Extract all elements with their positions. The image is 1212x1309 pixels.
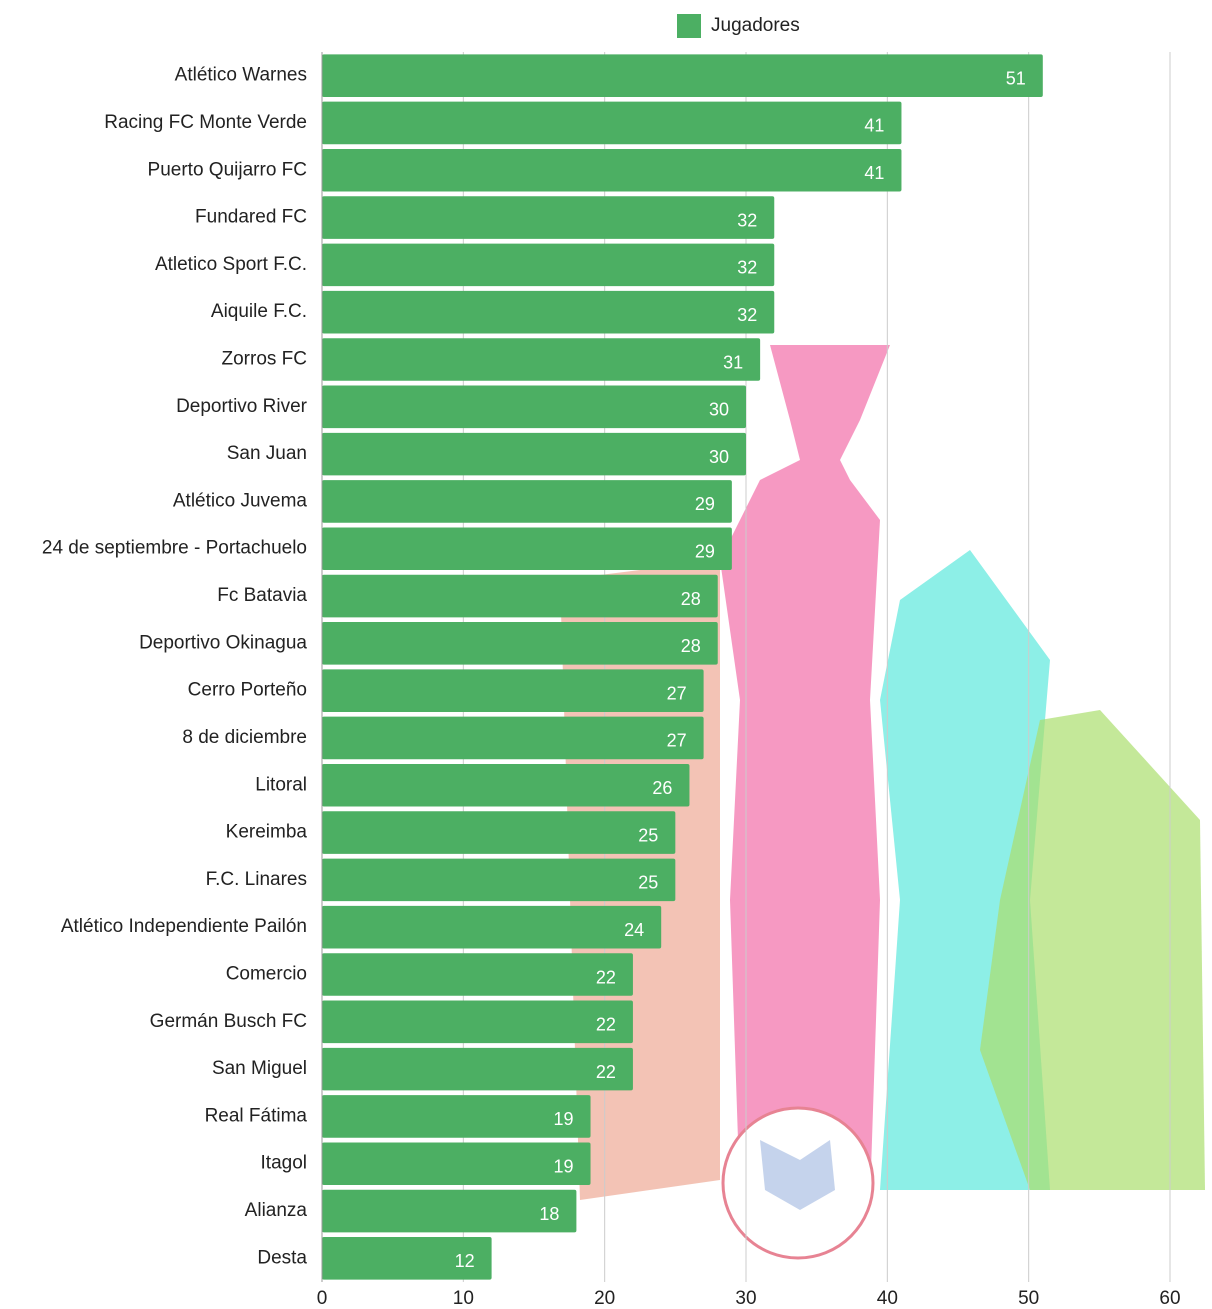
value-label: 32 (737, 258, 757, 278)
value-label: 18 (539, 1204, 559, 1224)
value-label: 19 (554, 1156, 574, 1176)
bar (322, 243, 775, 287)
y-tick-label: Deportivo River (176, 396, 308, 417)
x-tick-label: 10 (453, 1288, 474, 1309)
y-tick-label: San Juan (227, 443, 307, 464)
y-tick-label: Zorros FC (222, 349, 308, 370)
y-tick-label: Itagol (261, 1153, 307, 1174)
value-label: 32 (737, 210, 757, 230)
y-tick-label: Desta (257, 1247, 307, 1268)
bar (322, 574, 718, 618)
bar (322, 1047, 633, 1091)
value-label: 41 (864, 163, 884, 183)
value-label: 28 (681, 589, 701, 609)
bar (322, 338, 761, 381)
value-label: 29 (695, 494, 715, 514)
bar (322, 1189, 577, 1233)
x-tick-label: 30 (735, 1288, 756, 1309)
y-tick-label: Real Fátima (205, 1105, 308, 1126)
y-tick-label: Aiquile F.C. (211, 301, 307, 322)
bar (322, 432, 746, 476)
y-tick-label: 8 de diciembre (182, 727, 307, 748)
y-tick-label: Atletico Sport F.C. (155, 254, 307, 275)
value-label: 27 (667, 683, 687, 703)
bar (322, 290, 775, 334)
x-tick-label: 20 (594, 1288, 615, 1309)
y-tick-label: Germán Busch FC (150, 1011, 307, 1032)
value-label: 28 (681, 636, 701, 656)
bar (322, 480, 732, 523)
bar (322, 196, 775, 239)
bar (322, 763, 690, 807)
bar (322, 148, 902, 192)
value-label: 22 (596, 1015, 616, 1035)
value-label: 41 (864, 116, 884, 136)
x-tick-label: 0 (317, 1288, 328, 1309)
y-tick-label: Racing FC Monte Verde (104, 112, 307, 133)
value-label: 51 (1006, 68, 1026, 88)
bar (322, 385, 746, 429)
value-label: 22 (596, 1062, 616, 1082)
bar (322, 953, 633, 996)
value-label: 22 (596, 967, 616, 987)
bar (322, 905, 662, 949)
bar (322, 54, 1043, 97)
legend-swatch (677, 14, 701, 38)
y-tick-label: Comercio (226, 964, 307, 985)
value-label: 24 (624, 920, 644, 940)
y-tick-label: Atlético Warnes (175, 65, 307, 86)
y-tick-label: Alianza (245, 1200, 308, 1221)
value-label: 31 (723, 352, 743, 372)
bar (322, 622, 718, 665)
y-tick-label: San Miguel (212, 1058, 307, 1079)
x-tick-label: 50 (1018, 1288, 1039, 1309)
value-label: 25 (638, 873, 658, 893)
y-tick-label: 24 de septiembre - Portachuelo (42, 538, 307, 559)
x-tick-label: 60 (1159, 1288, 1180, 1309)
y-tick-label: Atlético Juvema (173, 490, 308, 511)
y-tick-label: Kereimba (226, 822, 308, 843)
value-label: 12 (455, 1251, 475, 1271)
value-label: 27 (667, 731, 687, 751)
value-label: 26 (652, 778, 672, 798)
bar (322, 1095, 591, 1138)
bar (322, 811, 676, 854)
y-tick-label: Fc Batavia (217, 585, 307, 606)
bar (322, 1237, 492, 1280)
y-tick-label: Atlético Independiente Pailón (61, 916, 307, 937)
bar (322, 858, 676, 902)
value-label: 30 (709, 400, 729, 420)
bar (322, 101, 902, 145)
x-tick-label: 40 (877, 1288, 898, 1309)
value-label: 29 (695, 541, 715, 561)
bar (322, 1142, 591, 1186)
y-tick-label: Fundared FC (195, 207, 307, 228)
y-tick-label: Puerto Quijarro FC (148, 159, 307, 180)
value-label: 32 (737, 305, 757, 325)
bar (322, 527, 732, 571)
bar (322, 669, 704, 712)
legend-label: Jugadores (711, 15, 800, 36)
bar (322, 1000, 633, 1044)
y-tick-label: Cerro Porteño (188, 680, 307, 701)
value-label: 30 (709, 447, 729, 467)
value-label: 19 (554, 1109, 574, 1129)
y-tick-label: Deportivo Okinagua (139, 632, 307, 653)
value-label: 25 (638, 825, 658, 845)
bar (322, 716, 704, 760)
y-tick-label: F.C. Linares (206, 869, 307, 890)
y-tick-label: Litoral (255, 774, 307, 795)
